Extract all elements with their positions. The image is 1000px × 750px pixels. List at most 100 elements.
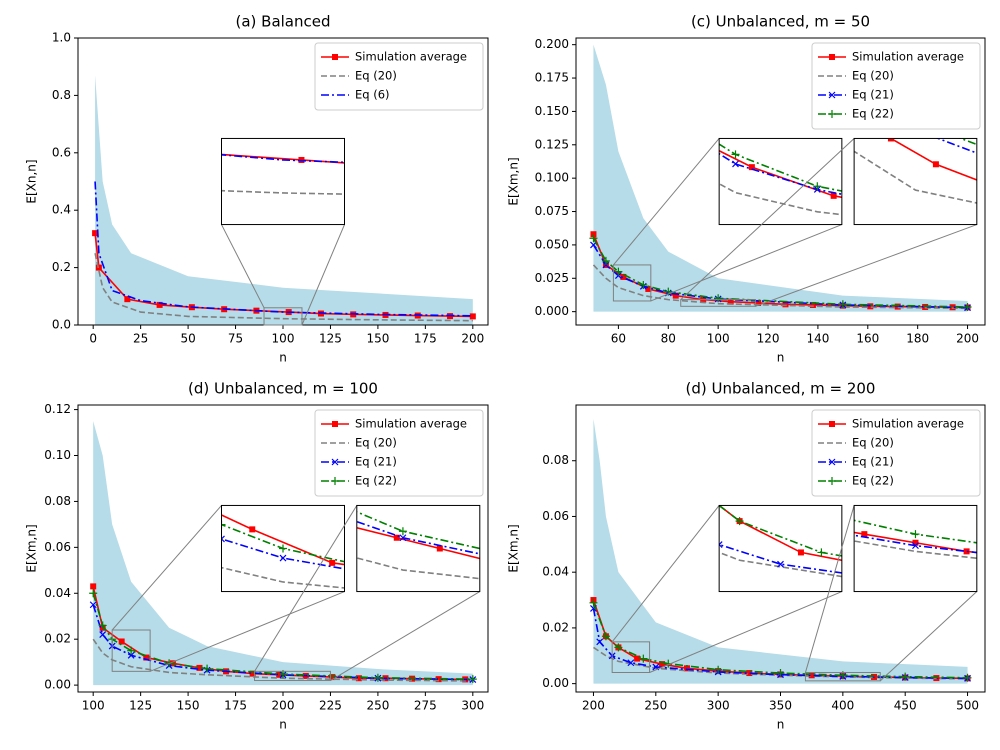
legend: Simulation average Eq (20) Eq (21) Eq (22)	[811, 42, 981, 130]
marker	[620, 273, 627, 280]
marker	[265, 470, 271, 476]
axes-frame	[575, 37, 986, 326]
marker	[651, 62, 657, 68]
marker	[526, 586, 532, 592]
legend-label: Eq (22)	[852, 107, 894, 121]
y-tick-label: 0.08	[44, 494, 71, 508]
marker	[911, 530, 920, 539]
legend-label: Eq (20)	[355, 436, 397, 450]
chart-title: (c) Unbalanced, m = 50	[691, 13, 870, 31]
inset	[188, 498, 938, 607]
marker	[601, 632, 610, 641]
x-tick-label: 175	[224, 699, 247, 713]
y-tick-label: 0.150	[535, 104, 569, 118]
marker	[797, 549, 804, 556]
marker	[194, 150, 200, 156]
legend: Simulation average Eq (20) Eq (21) Eq (22)	[314, 409, 484, 497]
marker	[373, 673, 382, 682]
inset	[654, 392, 842, 578]
legend-marker	[828, 477, 836, 485]
legend-label: Simulation average	[355, 417, 467, 431]
series-line	[221, 514, 345, 566]
marker	[932, 601, 938, 607]
x-tick-label: 250	[366, 699, 389, 713]
legend-marker	[332, 421, 338, 427]
legend-marker	[828, 110, 836, 118]
marker	[469, 313, 476, 320]
x-tick-label: 120	[757, 332, 780, 346]
inset	[194, 150, 409, 195]
marker	[901, 672, 910, 681]
marker	[708, 488, 714, 494]
x-tick-label: 175	[414, 332, 437, 346]
inset-frame	[221, 137, 345, 226]
marker	[657, 459, 663, 465]
x-tick-label: 125	[319, 332, 342, 346]
zoom-region	[804, 671, 881, 682]
marker	[771, 593, 779, 601]
y-tick-label: 0.100	[535, 171, 569, 185]
marker	[122, 200, 130, 208]
marker	[222, 427, 228, 433]
marker	[639, 654, 648, 663]
marker	[696, 487, 702, 493]
x-tick-label: 180	[906, 332, 929, 346]
y-tick-label: 0.08	[542, 453, 569, 467]
x-tick-label: 225	[319, 699, 342, 713]
x-tick-label: 250	[644, 699, 667, 713]
series-line	[592, 244, 968, 309]
legend-label: Eq (22)	[852, 474, 894, 488]
marker	[978, 179, 984, 185]
y-tick-label: 0.06	[44, 540, 71, 554]
zoom-region	[611, 641, 651, 673]
legend-label: Eq (20)	[852, 436, 894, 450]
marker	[695, 486, 703, 494]
marker	[777, 560, 784, 568]
marker	[614, 267, 623, 276]
marker	[813, 182, 822, 191]
series-line	[592, 608, 968, 680]
legend-marker	[828, 458, 836, 466]
marker	[403, 164, 409, 170]
marker	[654, 392, 662, 400]
marker	[760, 596, 766, 602]
inset-background	[356, 505, 480, 592]
connector	[301, 224, 345, 326]
legend-label: Eq (6)	[355, 88, 390, 102]
x-tick-label: 80	[661, 332, 676, 346]
marker	[203, 664, 212, 673]
marker	[659, 661, 666, 668]
connector	[330, 591, 481, 681]
sample-cloud	[593, 44, 968, 312]
marker	[188, 498, 194, 504]
marker	[355, 675, 362, 682]
y-tick-label: 0.02	[542, 620, 569, 634]
marker	[590, 231, 597, 238]
legend-label: Eq (21)	[355, 455, 397, 469]
series-line	[356, 526, 480, 560]
marker	[639, 280, 648, 289]
x-tick-label: 0	[89, 332, 97, 346]
y-axis-label: E[Xm,n]	[507, 157, 521, 205]
x-tick-label: 150	[177, 699, 200, 713]
series-line	[592, 264, 968, 310]
inset-frame	[853, 137, 978, 226]
y-tick-label: 0.6	[52, 145, 71, 159]
marker	[525, 582, 533, 590]
marker	[714, 294, 723, 303]
zoom-region	[111, 629, 151, 672]
y-tick-label: 0.125	[535, 137, 569, 151]
panel: 0 25 50 75 100 125 150 175 200 0.0 0.2 0.4 0.6 0.8 1.0…	[25, 13, 489, 365]
marker	[625, 410, 633, 418]
x-tick-label: 100	[707, 332, 730, 346]
x-tick-label: 160	[856, 332, 879, 346]
marker	[196, 664, 203, 671]
marker	[634, 655, 641, 662]
marker	[614, 272, 622, 280]
plot-area	[89, 421, 477, 686]
marker	[748, 164, 755, 171]
x-tick-label: 200	[461, 332, 484, 346]
legend-label: Eq (21)	[852, 455, 894, 469]
marker	[708, 497, 714, 503]
